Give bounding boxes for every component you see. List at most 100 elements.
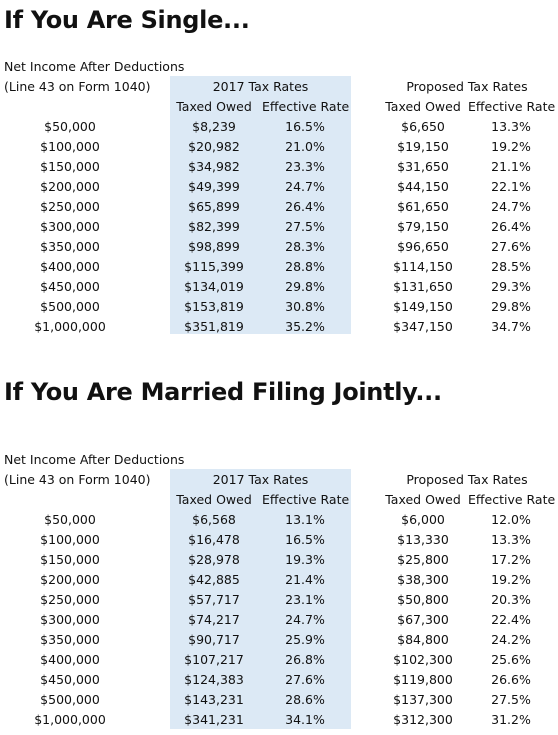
- rate-2017-cell: 35.2%: [285, 319, 325, 334]
- table-row: $350,000 $98,899 28.3% $96,650 27.6%: [0, 237, 558, 257]
- rate-proposed-cell: 22.4%: [491, 612, 531, 627]
- income-cell: $100,000: [40, 532, 100, 547]
- rate-2017-cell: 24.7%: [285, 179, 325, 194]
- married-section: If You Are Married Filing Jointly... Net…: [0, 370, 558, 735]
- taxed-proposed-cell: $6,650: [401, 119, 445, 134]
- rate-proposed-cell: 21.1%: [491, 159, 531, 174]
- rate-2017-cell: 24.7%: [285, 612, 325, 627]
- rate-proposed-cell: 13.3%: [491, 119, 531, 134]
- taxed-proposed-cell: $149,150: [393, 299, 453, 314]
- table-row: $100,000 $16,478 16.5% $13,330 13.3%: [0, 530, 558, 550]
- taxed-2017-cell: $49,399: [188, 179, 240, 194]
- rate-proposed-cell: 12.0%: [491, 512, 531, 527]
- table-row: $50,000 $8,239 16.5% $6,650 13.3%: [0, 117, 558, 137]
- income-label-line1: Net Income After Deductions: [4, 59, 185, 74]
- rate-proposed-cell: 29.3%: [491, 279, 531, 294]
- rate-proposed-cell: 25.6%: [491, 652, 531, 667]
- rate-proposed-cell: 26.4%: [491, 219, 531, 234]
- taxed-2017-cell: $351,819: [184, 319, 244, 334]
- table-row: $150,000 $34,982 23.3% $31,650 21.1%: [0, 157, 558, 177]
- taxed-2017-cell: $20,982: [188, 139, 240, 154]
- taxed-proposed-cell: $84,800: [397, 632, 449, 647]
- table-row: $400,000 $115,399 28.8% $114,150 28.5%: [0, 257, 558, 277]
- taxed-2017-cell: $341,231: [184, 712, 244, 727]
- taxed-proposed-cell: $79,150: [397, 219, 449, 234]
- taxed-proposed-cell: $347,150: [393, 319, 453, 334]
- rate-proposed-cell: 19.2%: [491, 572, 531, 587]
- rate-proposed-cell: 24.2%: [491, 632, 531, 647]
- taxed-2017-cell: $6,568: [192, 512, 236, 527]
- section-title: If You Are Single...: [4, 6, 250, 34]
- taxed-2017-cell: $98,899: [188, 239, 240, 254]
- taxed-2017-cell: $57,717: [188, 592, 240, 607]
- table-row: $350,000 $90,717 25.9% $84,800 24.2%: [0, 630, 558, 650]
- income-cell: $450,000: [40, 279, 100, 294]
- rate-proposed-cell: 27.6%: [491, 239, 531, 254]
- taxed-2017-cell: $42,885: [188, 572, 240, 587]
- table-row: $100,000 $20,982 21.0% $19,150 19.2%: [0, 137, 558, 157]
- taxed-2017-cell: $134,019: [184, 279, 244, 294]
- taxed-2017-cell: $143,231: [184, 692, 244, 707]
- taxed-2017-cell: $74,217: [188, 612, 240, 627]
- taxed-2017-cell: $90,717: [188, 632, 240, 647]
- rate-proposed-cell: 29.8%: [491, 299, 531, 314]
- group-header-proposed: Proposed Tax Rates: [406, 472, 528, 487]
- income-cell: $250,000: [40, 592, 100, 607]
- rate-2017-cell: 28.8%: [285, 259, 325, 274]
- col-header-rate-proposed: Effective Rate: [468, 99, 556, 114]
- married-table-rows: $50,000 $6,568 13.1% $6,000 12.0% $100,0…: [0, 510, 558, 730]
- taxed-proposed-cell: $44,150: [397, 179, 449, 194]
- rate-proposed-cell: 19.2%: [491, 139, 531, 154]
- single-table-rows: $50,000 $8,239 16.5% $6,650 13.3% $100,0…: [0, 117, 558, 337]
- rate-2017-cell: 34.1%: [285, 712, 325, 727]
- rate-2017-cell: 26.4%: [285, 199, 325, 214]
- income-cell: $400,000: [40, 259, 100, 274]
- taxed-2017-cell: $34,982: [188, 159, 240, 174]
- section-title: If You Are Married Filing Jointly...: [4, 378, 442, 406]
- taxed-2017-cell: $16,478: [188, 532, 240, 547]
- taxed-proposed-cell: $25,800: [397, 552, 449, 567]
- rate-2017-cell: 16.5%: [285, 532, 325, 547]
- taxed-proposed-cell: $50,800: [397, 592, 449, 607]
- rate-proposed-cell: 20.3%: [491, 592, 531, 607]
- taxed-2017-cell: $8,239: [192, 119, 236, 134]
- income-cell: $450,000: [40, 672, 100, 687]
- table-row: $200,000 $42,885 21.4% $38,300 19.2%: [0, 570, 558, 590]
- highlight-2017-column: [170, 469, 351, 729]
- rate-proposed-cell: 13.3%: [491, 532, 531, 547]
- col-header-rate-2017: Effective Rate: [262, 492, 350, 507]
- col-header-taxed-2017: Taxed Owed: [176, 99, 252, 114]
- taxed-2017-cell: $115,399: [184, 259, 244, 274]
- table-row: $500,000 $143,231 28.6% $137,300 27.5%: [0, 690, 558, 710]
- income-cell: $350,000: [40, 239, 100, 254]
- single-section: If You Are Single... Net Income After De…: [0, 0, 558, 340]
- table-row: $150,000 $28,978 19.3% $25,800 17.2%: [0, 550, 558, 570]
- group-header-proposed: Proposed Tax Rates: [406, 79, 528, 94]
- income-cell: $100,000: [40, 139, 100, 154]
- taxed-2017-cell: $107,217: [184, 652, 244, 667]
- rate-2017-cell: 25.9%: [285, 632, 325, 647]
- taxed-proposed-cell: $31,650: [397, 159, 449, 174]
- taxed-proposed-cell: $119,800: [393, 672, 453, 687]
- rate-proposed-cell: 22.1%: [491, 179, 531, 194]
- rate-proposed-cell: 27.5%: [491, 692, 531, 707]
- income-cell: $150,000: [40, 159, 100, 174]
- income-cell: $300,000: [40, 219, 100, 234]
- taxed-proposed-cell: $38,300: [397, 572, 449, 587]
- taxed-proposed-cell: $67,300: [397, 612, 449, 627]
- table-row: $250,000 $57,717 23.1% $50,800 20.3%: [0, 590, 558, 610]
- group-header-2017: 2017 Tax Rates: [212, 79, 309, 94]
- rate-2017-cell: 26.8%: [285, 652, 325, 667]
- table-row: $50,000 $6,568 13.1% $6,000 12.0%: [0, 510, 558, 530]
- rate-proposed-cell: 24.7%: [491, 199, 531, 214]
- taxed-2017-cell: $65,899: [188, 199, 240, 214]
- income-cell: $400,000: [40, 652, 100, 667]
- table-row: $450,000 $134,019 29.8% $131,650 29.3%: [0, 277, 558, 297]
- taxed-proposed-cell: $19,150: [397, 139, 449, 154]
- table-row: $500,000 $153,819 30.8% $149,150 29.8%: [0, 297, 558, 317]
- taxed-2017-cell: $82,399: [188, 219, 240, 234]
- income-cell: $300,000: [40, 612, 100, 627]
- income-cell: $1,000,000: [34, 712, 106, 727]
- income-cell: $250,000: [40, 199, 100, 214]
- col-header-taxed-proposed: Taxed Owed: [385, 492, 461, 507]
